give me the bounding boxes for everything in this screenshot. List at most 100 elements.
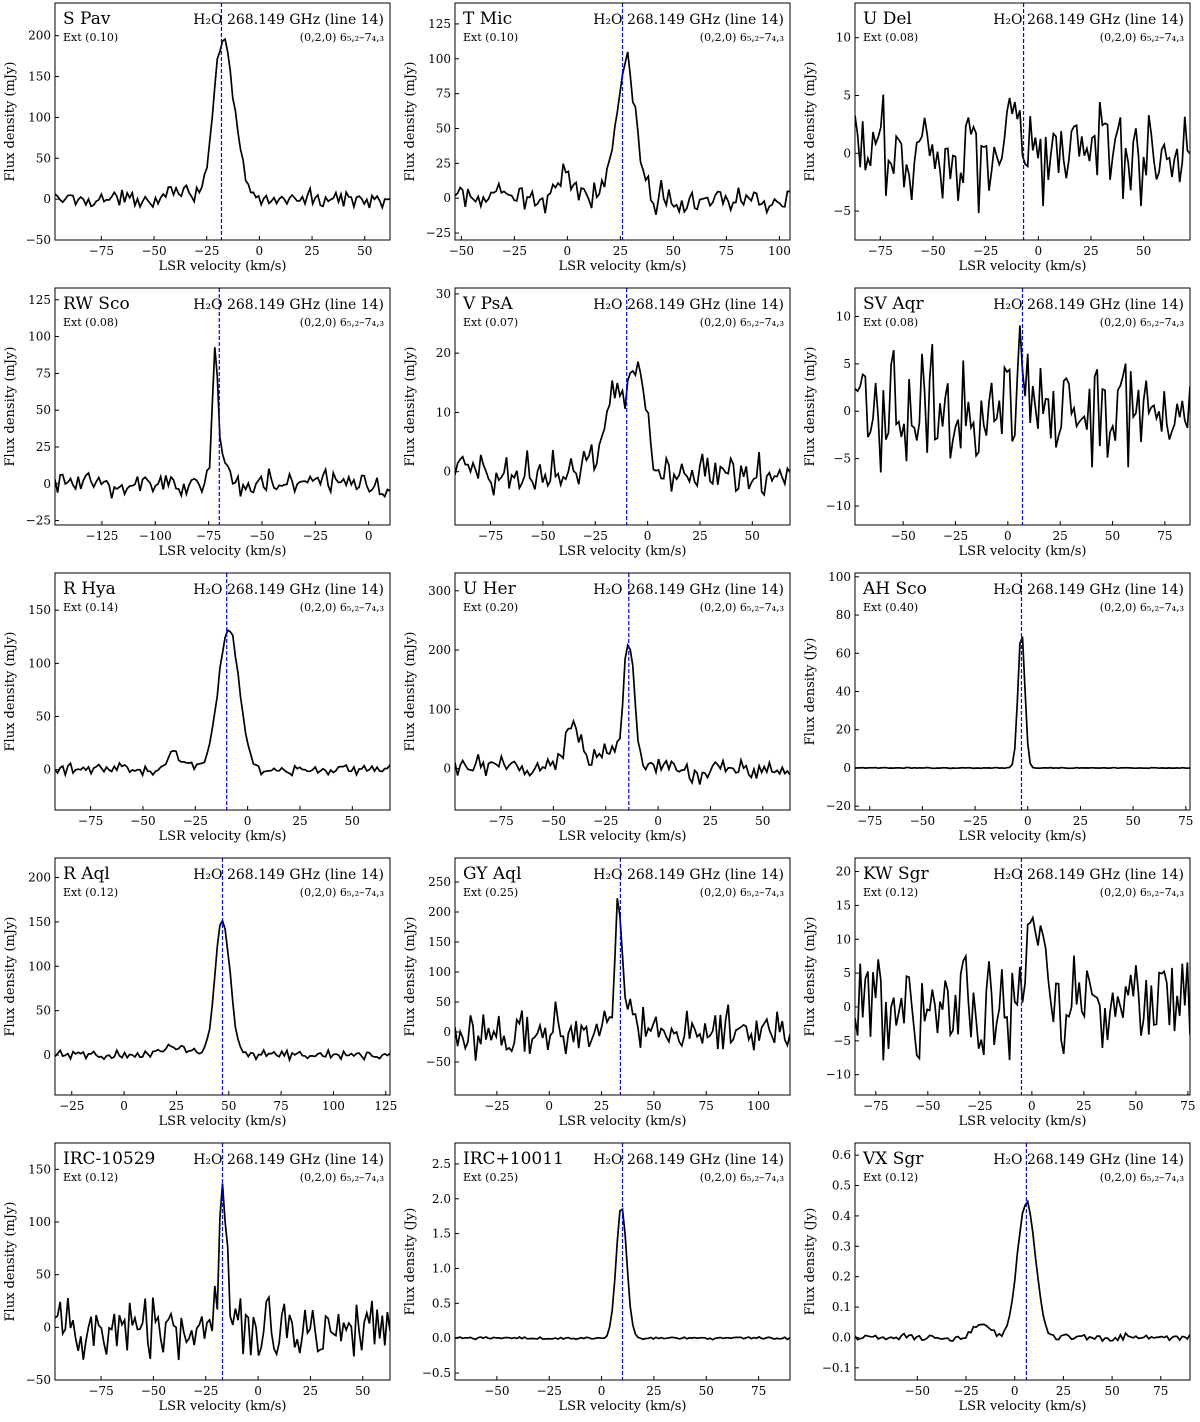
y-tick-label: 0	[443, 762, 451, 776]
x-axis-label: LSR velocity (km/s)	[558, 1114, 686, 1129]
line-title: H₂O 268.149 GHz (line 14)	[193, 297, 384, 313]
spectrum-panel: −25 0 25 50 75 100 125 0 50 100 150 200 LSR velocity…	[3, 857, 397, 1129]
x-tick-label: 50	[345, 814, 360, 828]
x-tick-label: 0	[644, 529, 652, 543]
y-tick-label: 75	[36, 366, 51, 380]
y-axis-label: Flux density (mJy)	[403, 62, 418, 182]
spectrum-line	[855, 636, 1190, 770]
y-tick-label: 150	[28, 603, 51, 617]
y-tick-label: 100	[428, 52, 451, 66]
y-tick-label: 100	[428, 702, 451, 716]
y-tick-label: 0.2	[832, 1270, 851, 1284]
x-tick-label: −100	[139, 529, 172, 543]
y-tick-label: 0.1	[832, 1300, 851, 1314]
x-tick-label: 50	[1125, 814, 1140, 828]
extent-label: Ext (0.12)	[63, 1171, 118, 1184]
y-tick-label: 0	[43, 763, 51, 777]
x-tick-label: 0	[244, 814, 252, 828]
transition-label: (0,2,0) 6₅,₂–7₄,₃	[300, 886, 384, 899]
y-tick-label: 150	[28, 70, 51, 84]
x-tick-label: 75	[1178, 814, 1193, 828]
y-tick-label: 10	[836, 31, 851, 45]
x-tick-label: 50	[1136, 244, 1151, 258]
x-tick-label: −25	[967, 1099, 992, 1113]
x-tick-label: 100	[768, 244, 791, 258]
x-axis-label: LSR velocity (km/s)	[158, 259, 286, 274]
x-tick-label: 25	[1076, 1099, 1091, 1113]
y-tick-label: 15	[836, 898, 851, 912]
star-name: V PsA	[462, 294, 513, 314]
x-tick-label: 50	[1104, 1384, 1119, 1398]
y-axis-label: Flux density (Jy)	[803, 638, 818, 746]
y-tick-label: 2.0	[432, 1192, 451, 1206]
y-tick-label: 0.6	[832, 1148, 851, 1162]
x-tick-label: 0	[545, 1099, 553, 1113]
plot-frame	[854, 2, 1191, 241]
x-tick-label: −75	[488, 814, 513, 828]
x-axis-label: LSR velocity (km/s)	[958, 1399, 1086, 1414]
x-tick-label: −25	[537, 1384, 562, 1398]
y-tick-label: 20	[436, 346, 451, 360]
x-tick-label: 0	[654, 814, 662, 828]
x-tick-label: 25	[692, 529, 707, 543]
x-tick-label: 0	[254, 1384, 262, 1398]
x-axis-label: LSR velocity (km/s)	[158, 1114, 286, 1129]
y-tick-label: 50	[36, 1004, 51, 1018]
y-tick-label: 10	[436, 405, 451, 419]
y-axis-label: Flux density (mJy)	[803, 917, 818, 1037]
x-axis-label: LSR velocity (km/s)	[558, 544, 686, 559]
y-tick-label: 50	[436, 121, 451, 135]
y-tick-label: 150	[428, 935, 451, 949]
spectrum-panel: −75 −50 −25 0 25 50 −50 0 50 100 150 LSR velocity (…	[3, 1142, 391, 1414]
star-name: R Aql	[63, 864, 110, 884]
y-tick-label: 0	[843, 404, 851, 418]
y-tick-label: −10	[826, 1068, 851, 1082]
x-tick-label: 75	[1180, 1099, 1195, 1113]
x-tick-label: −75	[857, 814, 882, 828]
x-tick-label: −25	[973, 244, 998, 258]
extent-label: Ext (0.25)	[463, 1171, 518, 1184]
x-tick-label: 75	[699, 1099, 714, 1113]
x-tick-label: −25	[583, 529, 608, 543]
x-tick-label: −25	[303, 529, 328, 543]
extent-label: Ext (0.07)	[463, 316, 518, 329]
x-tick-label: −25	[484, 1099, 509, 1113]
spectrum-line	[855, 325, 1190, 473]
y-tick-label: 100	[828, 570, 851, 584]
y-axis-label: Flux density (mJy)	[403, 347, 418, 467]
spectrum-line	[455, 51, 790, 216]
spectrum-panel: −25 0 25 50 75 100 −50 0 50 100 150 200 250 LSR veloc…	[403, 857, 791, 1129]
transition-label: (0,2,0) 6₅,₂–7₄,₃	[300, 1171, 384, 1184]
y-tick-label: 2.5	[432, 1157, 451, 1171]
x-tick-label: 50	[355, 1384, 370, 1398]
star-name: T Mic	[463, 9, 512, 29]
x-tick-label: 75	[719, 244, 734, 258]
x-tick-label: −50	[130, 814, 155, 828]
y-tick-label: 1.5	[432, 1227, 451, 1241]
plot-frame	[854, 287, 1191, 526]
y-tick-label: 50	[36, 709, 51, 723]
x-tick-label: 0	[1028, 1099, 1036, 1113]
transition-label: (0,2,0) 6₅,₂–7₄,₃	[1100, 601, 1184, 614]
spectrum-panel: −50 −25 0 25 50 75 −0.1 0.0 0.1 0.2 0.3 0.4 0.5 0.6 LS…	[803, 1142, 1191, 1414]
y-tick-label: −5	[833, 452, 851, 466]
transition-label: (0,2,0) 6₅,₂–7₄,₃	[700, 886, 784, 899]
x-axis-label: LSR velocity (km/s)	[958, 259, 1086, 274]
x-tick-label: 50	[221, 1099, 236, 1113]
x-tick-label: 25	[703, 814, 718, 828]
star-name: KW Sgr	[863, 864, 929, 884]
x-axis-label: LSR velocity (km/s)	[958, 544, 1086, 559]
y-axis-label: Flux density (mJy)	[3, 1202, 18, 1322]
x-tick-label: 50	[1128, 1099, 1143, 1113]
y-axis-label: Flux density (mJy)	[803, 62, 818, 182]
y-tick-label: 0	[43, 477, 51, 491]
x-tick-label: 75	[273, 1099, 288, 1113]
x-tick-label: −50	[530, 529, 555, 543]
line-title: H₂O 268.149 GHz (line 14)	[993, 867, 1184, 883]
y-tick-label: 20	[836, 723, 851, 737]
star-name: SV Aqr	[863, 294, 924, 314]
line-title: H₂O 268.149 GHz (line 14)	[993, 1152, 1184, 1168]
y-tick-label: −10	[826, 499, 851, 513]
star-name: IRC-10529	[63, 1149, 155, 1169]
